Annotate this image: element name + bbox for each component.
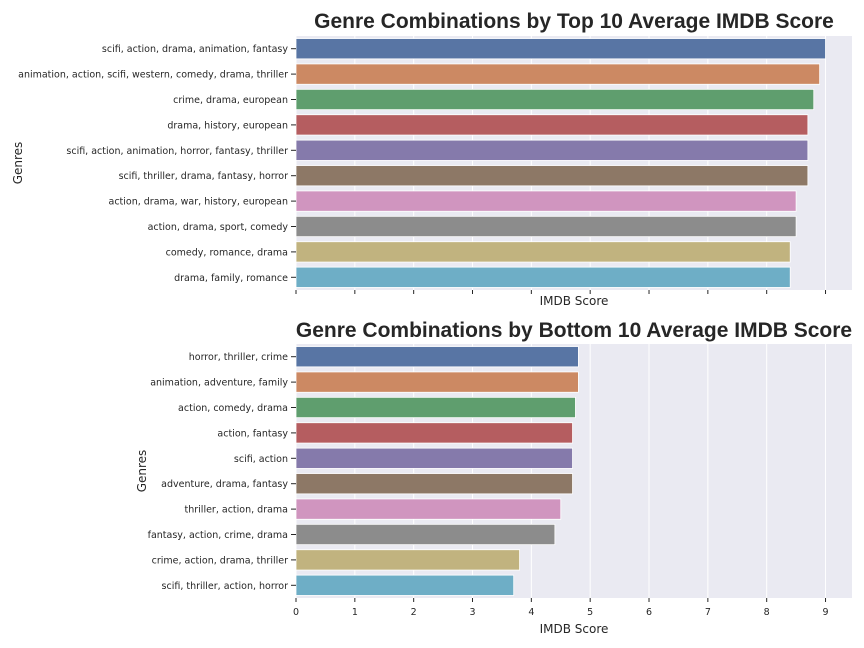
bottom-x-tick-label: 9 xyxy=(823,607,829,618)
bottom-bar-3 xyxy=(295,396,576,419)
top-category-label: scifi, thriller, drama, fantasy, horror xyxy=(119,171,288,182)
top-bar-5 xyxy=(295,139,809,161)
top-category-label: scifi, action, drama, animation, fantasy xyxy=(102,44,288,55)
bottom-y-axis-label: Genres xyxy=(135,450,149,493)
top-bar-2 xyxy=(295,63,821,85)
bottom-x-tick-label: 8 xyxy=(764,607,770,618)
bottom-bar-2 xyxy=(295,371,579,393)
top-category-label: drama, family, romance xyxy=(174,273,288,284)
top-category-label: comedy, romance, drama xyxy=(166,247,288,258)
bottom-bar-10 xyxy=(295,574,515,596)
bottom-category-label: action, comedy, drama xyxy=(178,403,288,414)
top-chart: scifi, action, drama, animation, fantasy… xyxy=(11,10,852,308)
bottom-chart-title: Genre Combinations by Bottom 10 Average … xyxy=(296,319,852,342)
top-bar-6 xyxy=(295,165,809,187)
top-category-label: action, drama, sport, comedy xyxy=(148,222,289,233)
bottom-category-label: horror, thriller, crime xyxy=(189,352,288,363)
top-category-label: scifi, action, animation, horror, fantas… xyxy=(66,146,288,157)
bottom-x-tick-label: 5 xyxy=(587,607,593,618)
bottom-x-tick-label: 3 xyxy=(469,607,475,618)
top-y-axis-label: Genres xyxy=(11,142,25,185)
top-bar-10 xyxy=(295,266,791,288)
top-x-axis-label: IMDB Score xyxy=(540,294,609,308)
top-category-label: crime, drama, european xyxy=(173,95,288,106)
top-category-label: animation, action, scifi, western, comed… xyxy=(18,70,288,81)
top-bar-4 xyxy=(295,114,809,136)
bottom-category-label: scifi, thriller, action, horror xyxy=(162,581,289,592)
bottom-x-tick-label: 4 xyxy=(528,607,534,618)
bottom-x-tick-label: 7 xyxy=(705,607,711,618)
bottom-category-label: crime, action, drama, thriller xyxy=(152,555,288,566)
bottom-category-label: thriller, action, drama xyxy=(185,505,288,516)
top-chart-title: Genre Combinations by Top 10 Average IMD… xyxy=(314,10,834,33)
bottom-category-label: adventure, drama, fantasy xyxy=(161,479,288,490)
bottom-bar-4 xyxy=(295,422,573,444)
bottom-chart: horror, thriller, crime animation, advent… xyxy=(135,319,852,636)
bottom-x-tick-label: 0 xyxy=(293,607,299,618)
bottom-x-tick-label: 2 xyxy=(411,607,417,618)
bottom-x-tick-label: 6 xyxy=(646,607,652,618)
bottom-category-label: fantasy, action, crime, drama xyxy=(148,530,288,541)
bottom-bar-6 xyxy=(295,473,573,495)
top-category-label: action, drama, war, history, european xyxy=(109,197,289,208)
top-bar-8 xyxy=(295,215,797,238)
bottom-bar-9 xyxy=(295,549,520,571)
top-bar-3 xyxy=(295,88,815,111)
top-category-label: drama, history, european xyxy=(167,120,288,131)
bottom-bar-7 xyxy=(295,498,562,520)
bottom-bar-8 xyxy=(295,523,556,546)
top-bar-9 xyxy=(295,241,791,263)
bottom-category-label: scifi, action xyxy=(234,454,288,465)
top-bar-1 xyxy=(295,38,826,60)
bottom-category-label: animation, adventure, family xyxy=(150,378,288,389)
top-bar-7 xyxy=(295,190,797,212)
bottom-x-axis-label: IMDB Score xyxy=(540,622,609,636)
bottom-category-label: action, fantasy xyxy=(217,428,288,439)
bottom-bar-1 xyxy=(295,346,579,368)
bottom-bar-5 xyxy=(295,447,573,469)
bottom-x-tick-label: 1 xyxy=(352,607,358,618)
